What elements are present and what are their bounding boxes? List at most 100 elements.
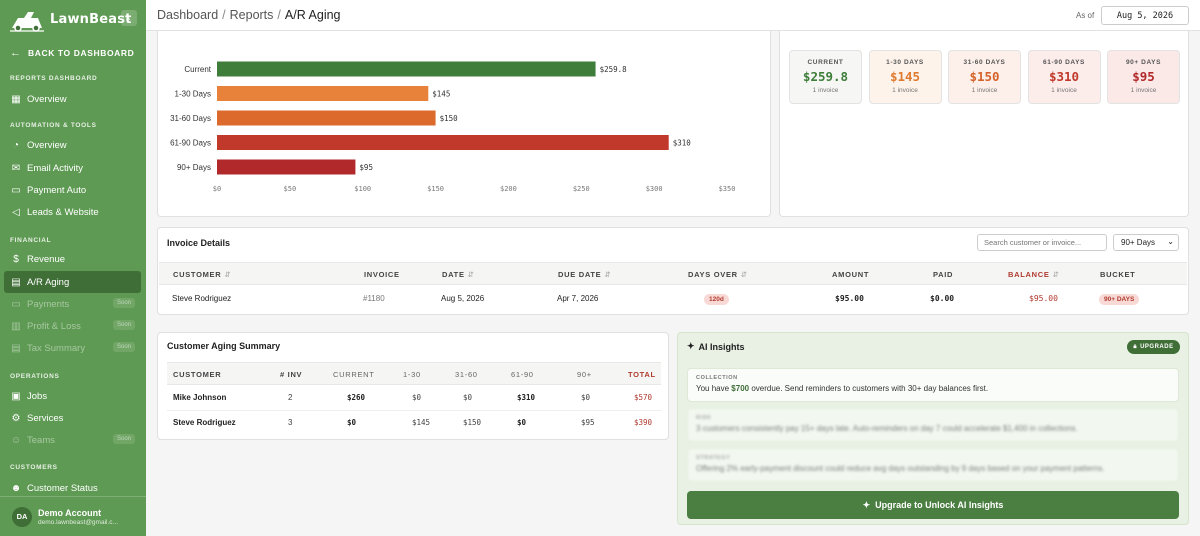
x-tick-label: $50 bbox=[284, 185, 297, 193]
sidebar-item-payments[interactable]: ▭ Payments Soon bbox=[4, 293, 141, 315]
lock-icon: 🔒︎ bbox=[1133, 343, 1138, 350]
bucket-count: 1 invoice bbox=[1130, 87, 1157, 94]
sidebar-item-teams[interactable]: ☺ Teams Soon bbox=[4, 429, 141, 451]
back-to-dashboard-link[interactable]: ← BACK TO DASHBOARD bbox=[10, 47, 134, 59]
col-total: TOTAL bbox=[628, 370, 656, 379]
cell-current: $260 bbox=[347, 393, 366, 402]
sidebar-item-email-activity[interactable]: ✉ Email Activity bbox=[4, 157, 141, 179]
as-of-date-picker[interactable]: Aug 5, 2026 bbox=[1101, 6, 1189, 25]
cell-customer: Steve Rodriguez bbox=[173, 417, 236, 427]
cell-d30: $145 bbox=[412, 417, 431, 427]
bar[interactable] bbox=[217, 61, 596, 77]
collapse-sidebar-button[interactable]: ‹ bbox=[121, 10, 137, 26]
bucket-value: $310 bbox=[1048, 69, 1080, 84]
bucket-label: 31-60 DAYS bbox=[963, 59, 1006, 66]
upgrade-unlock-ai-button[interactable]: ✦ Upgrade to Unlock AI Insights bbox=[687, 491, 1179, 519]
sidebar-item-customer-status[interactable]: ☻ Customer Status bbox=[4, 477, 141, 499]
col-amount: AMOUNT bbox=[832, 270, 870, 279]
col-current: CURRENT bbox=[333, 370, 375, 379]
layout-icon: ▦ bbox=[11, 93, 21, 105]
breadcrumb-dashboard[interactable]: Dashboard bbox=[157, 8, 219, 22]
upgrade-badge[interactable]: 🔒︎ UPGRADE bbox=[1127, 340, 1180, 354]
sidebar-item-leads-website[interactable]: ◁ Leads & Website bbox=[4, 201, 141, 223]
brand[interactable]: LawnBeast bbox=[8, 6, 138, 32]
sidebar-item-label: Customer Status bbox=[27, 482, 98, 494]
document-icon: ▤ bbox=[11, 276, 21, 288]
bucket-value: $95 bbox=[1132, 69, 1155, 84]
customer-summary-header: CUSTOMER # INV CURRENT 1-30 31-60 61-90 … bbox=[167, 362, 661, 385]
days-over-badge: 120d bbox=[704, 294, 729, 305]
breadcrumb-current: A/R Aging bbox=[284, 8, 341, 22]
sidebar-item-ar-aging[interactable]: ▤ A/R Aging bbox=[4, 271, 141, 293]
cell-d30: $0 bbox=[412, 393, 422, 402]
breadcrumb-reports[interactable]: Reports bbox=[229, 8, 274, 22]
insight-text: 3 customers consistently pay 15+ days la… bbox=[696, 424, 1078, 433]
bucket-count: 1 invoice bbox=[892, 87, 918, 94]
col-due-date[interactable]: DUE DATE ⇵ bbox=[558, 270, 612, 279]
brand-name: LawnBeast bbox=[50, 11, 132, 27]
bar-value-label: $310 bbox=[673, 139, 692, 148]
aging-bar-chart: Current $259.8 1-30 Days $145 31-60 Days $150… bbox=[170, 61, 735, 193]
insight-text: Offering 2% early-payment discount could… bbox=[696, 464, 1105, 473]
invoice-details-card: Invoice Details 90+ Days ⌄ CUSTOMER⇵ INV… bbox=[157, 227, 1189, 315]
sidebar-item-services[interactable]: ⚙ Services bbox=[4, 407, 141, 429]
col-90-plus: 90+ bbox=[577, 370, 592, 379]
col-days-over[interactable]: DAYS OVER ⇵ bbox=[688, 270, 748, 279]
sidebar-item-profit-loss[interactable]: ▥ Profit & Loss Soon bbox=[4, 315, 141, 337]
bar[interactable] bbox=[217, 110, 436, 126]
bar[interactable] bbox=[217, 86, 429, 101]
x-tick-label: $150 bbox=[427, 185, 444, 193]
cell-paid: $0.00 bbox=[930, 294, 955, 303]
sidebar-item-payment-auto[interactable]: ▭ Payment Auto bbox=[4, 179, 141, 201]
section-customers-heading: CUSTOMERS bbox=[10, 464, 58, 471]
invoice-details-title: Invoice Details bbox=[167, 238, 231, 248]
section-financial-heading: FINANCIAL bbox=[10, 237, 52, 244]
x-tick-label: $0 bbox=[213, 185, 221, 193]
as-of-label: As of bbox=[1076, 11, 1095, 20]
credit-card-icon: ▭ bbox=[11, 184, 21, 196]
col-paid: PAID bbox=[933, 270, 954, 279]
account-menu[interactable]: DA Demo Account demo.lawnbeast@gmail.c..… bbox=[0, 496, 146, 536]
aging-buckets-card: CURRENT $259.8 1 invoice 1-30 DAYS $145 1 inv… bbox=[779, 31, 1189, 217]
chevron-down-icon: ⌄ bbox=[1167, 237, 1174, 246]
cell-due-date: Apr 7, 2026 bbox=[557, 294, 599, 303]
bar[interactable] bbox=[217, 159, 356, 175]
sidebar-item-label: Tax Summary bbox=[27, 342, 86, 354]
aging-bucket: 90+ DAYS $95 1 invoice bbox=[1107, 50, 1180, 104]
aging-bucket: 61-90 DAYS $310 1 invoice bbox=[1027, 50, 1101, 104]
sidebar-item-reports-overview[interactable]: ▦ Overview bbox=[4, 88, 141, 110]
col-61-90: 61-90 bbox=[511, 370, 534, 379]
invoice-search-input[interactable] bbox=[977, 234, 1107, 251]
category-label: 61-90 Days bbox=[170, 139, 211, 148]
arrow-left-icon: ← bbox=[10, 47, 22, 59]
bucket-label: 61-90 DAYS bbox=[1043, 59, 1085, 66]
col-31-60: 31-60 bbox=[455, 370, 478, 379]
col-balance[interactable]: BALANCE ⇵ bbox=[1008, 270, 1060, 279]
sidebar-item-automation-overview[interactable]: ◔ Overview bbox=[4, 134, 141, 156]
customer-summary-title: Customer Aging Summary bbox=[167, 341, 281, 351]
bucket-label: 1-30 DAYS bbox=[886, 59, 924, 66]
col-date[interactable]: DATE ⇵ bbox=[442, 270, 475, 279]
aging-bucket: CURRENT $259.8 1 invoice bbox=[789, 50, 862, 104]
x-tick-label: $100 bbox=[354, 185, 371, 193]
col-1-30: 1-30 bbox=[403, 370, 421, 379]
aging-chart-card: Current $259.8 1-30 Days $145 31-60 Days $150… bbox=[157, 31, 771, 217]
category-label: Current bbox=[184, 65, 211, 74]
section-reports-heading: REPORTS DASHBOARD bbox=[10, 75, 98, 82]
sidebar-item-tax-summary[interactable]: ▤ Tax Summary Soon bbox=[4, 337, 141, 359]
bucket-filter-select[interactable]: 90+ Days ⌄ bbox=[1113, 234, 1179, 251]
ai-insights-card: ✦ AI Insights 🔒︎ UPGRADE COLLECTION You h… bbox=[677, 332, 1189, 525]
sidebar-item-revenue[interactable]: $ Revenue bbox=[4, 248, 141, 270]
users-icon: ☺ bbox=[10, 434, 22, 446]
cell-inv: 3 bbox=[288, 417, 293, 427]
avatar: DA bbox=[12, 506, 32, 527]
sidebar-item-jobs[interactable]: ▣ Jobs bbox=[4, 385, 141, 407]
sparkle-icon: ✦ bbox=[862, 499, 871, 510]
col-customer[interactable]: CUSTOMER ⇵ bbox=[173, 270, 232, 279]
cell-d90p: $0 bbox=[581, 393, 591, 402]
sidebar-item-label: Email Activity bbox=[27, 162, 83, 174]
bar-value-label: $145 bbox=[432, 90, 450, 99]
col-customer: CUSTOMER bbox=[173, 370, 222, 379]
sidebar-item-label: Payments bbox=[27, 298, 70, 310]
bar[interactable] bbox=[217, 135, 669, 150]
